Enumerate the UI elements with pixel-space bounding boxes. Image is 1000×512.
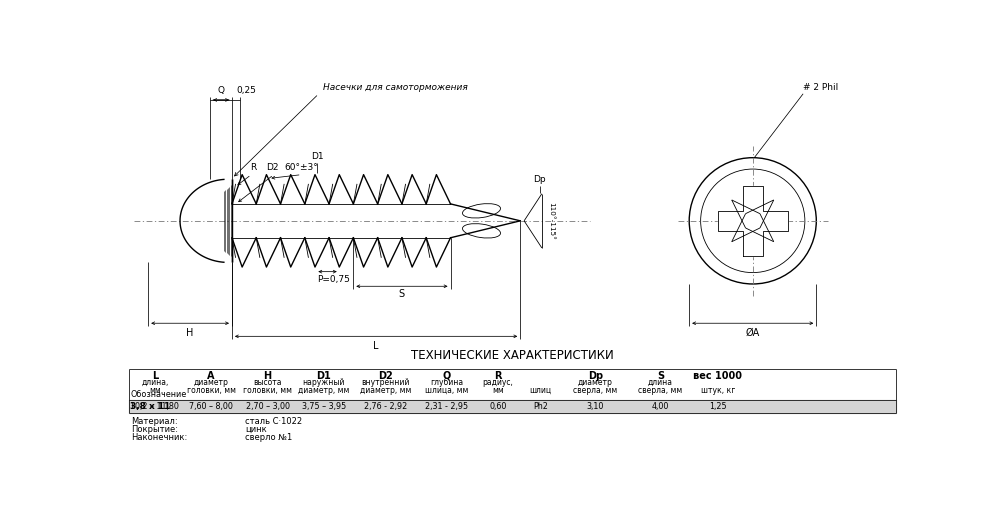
Text: P=0,75: P=0,75 [317,275,350,284]
Text: Q: Q [218,87,225,95]
Text: H: H [264,371,272,381]
Text: L: L [152,371,158,381]
Text: мм: мм [149,386,161,395]
Text: ТЕХНИЧЕСКИЕ ХАРАКТЕРИСТИКИ: ТЕХНИЧЕСКИЕ ХАРАКТЕРИСТИКИ [411,349,614,362]
Text: 7,60 – 8,00: 7,60 – 8,00 [189,402,233,411]
Text: 0,60: 0,60 [489,402,506,411]
Text: 110°-115°: 110°-115° [548,202,554,240]
Text: шлица, мм: шлица, мм [425,386,468,395]
Text: сверла, мм: сверла, мм [573,386,618,395]
Text: 60°±3°: 60°±3° [285,163,319,173]
Text: цинк: цинк [245,425,267,434]
Text: D2: D2 [266,163,278,173]
Text: R: R [251,163,257,173]
Text: головки, мм: головки, мм [187,386,236,395]
Text: внутренний: внутренний [362,378,410,387]
Text: длина,: длина, [141,378,169,387]
Text: диаметр, мм: диаметр, мм [298,386,349,395]
Text: наружный: наружный [303,378,345,387]
Text: D2: D2 [378,371,393,381]
Text: длина: длина [648,378,673,387]
Text: штук, кг: штук, кг [701,386,735,395]
Text: головки, мм: головки, мм [243,386,292,395]
Text: сверло №1: сверло №1 [245,433,292,441]
Text: Dp: Dp [533,176,546,184]
Text: ØA: ØA [746,328,760,338]
Text: D1: D1 [316,371,331,381]
Text: S: S [657,371,664,381]
Text: глубина: глубина [430,378,463,387]
Text: 2,76 - 2,92: 2,76 - 2,92 [364,402,407,411]
Text: 2,70 – 3,00: 2,70 – 3,00 [246,402,290,411]
Text: сталь С·1022: сталь С·1022 [245,417,302,426]
Text: 1,25: 1,25 [709,402,727,411]
Text: вес 1000: вес 1000 [693,371,742,381]
Text: A: A [207,371,215,381]
Text: Насечки для самоторможения: Насечки для самоторможения [323,83,467,92]
Text: 4,00: 4,00 [652,402,669,411]
Text: 10,2 – 11,80: 10,2 – 11,80 [130,402,179,411]
Text: сверла, мм: сверла, мм [638,386,683,395]
Text: шлиц: шлиц [529,386,551,395]
Text: 3,75 – 3,95: 3,75 – 3,95 [302,402,346,411]
Text: Покрытие:: Покрытие: [131,425,178,434]
Text: мм: мм [492,386,504,395]
Text: Dp: Dp [588,371,603,381]
Text: Материал:: Материал: [131,417,178,426]
Text: Q: Q [442,371,451,381]
Text: 3,10: 3,10 [587,402,604,411]
Text: Ph2: Ph2 [533,402,548,411]
Text: 2,31 - 2,95: 2,31 - 2,95 [425,402,468,411]
Text: L: L [373,341,379,351]
Text: R: R [494,371,502,381]
Text: диаметр, мм: диаметр, мм [360,386,411,395]
Text: диаметр: диаметр [578,378,613,387]
Text: Обозначение: Обозначение [130,391,187,399]
Text: # 2 Phil: # 2 Phil [803,83,838,92]
Text: диаметр: диаметр [194,378,228,387]
Text: 3,8 х 11: 3,8 х 11 [130,402,171,411]
Text: Наконечник:: Наконечник: [131,433,187,441]
Polygon shape [718,186,788,255]
Text: D1: D1 [311,152,323,161]
Text: радиус,: радиус, [482,378,513,387]
Text: H: H [186,328,194,338]
Text: высота: высота [253,378,282,387]
Text: S: S [399,289,405,300]
FancyBboxPatch shape [129,400,896,413]
Text: 0,25: 0,25 [237,87,256,95]
